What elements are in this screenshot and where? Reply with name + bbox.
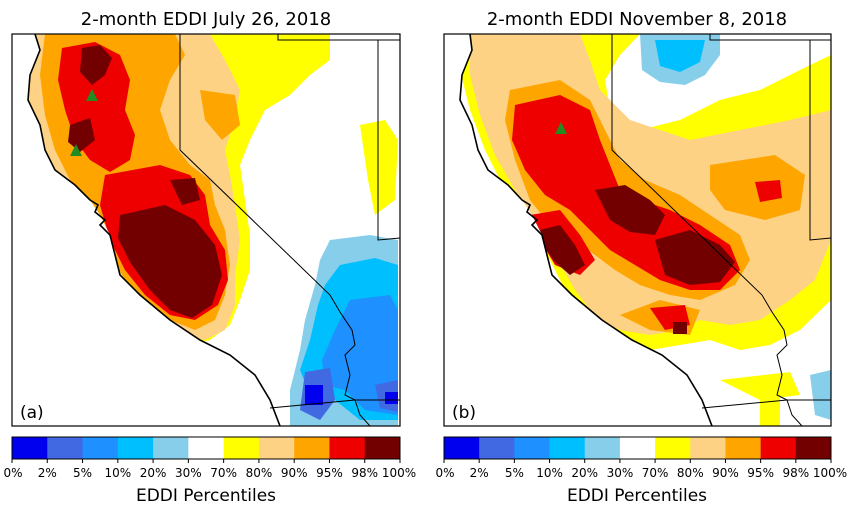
- colorbar-a-frame: [11, 436, 401, 460]
- panel-b-boundaries: [611, 34, 831, 426]
- map-panel-a: 2-month EDDI July 26, 2018: [11, 9, 401, 427]
- colorbar-a-tick-label: 10%: [104, 466, 131, 480]
- panel-a-boundaries: [179, 34, 400, 426]
- colorbar-a-swatch: [117, 437, 154, 459]
- panel-b-dark-red-region: [540, 185, 735, 334]
- colorbar-a-tick-label: 100%: [382, 466, 416, 480]
- colorbar-b: 0% 2% 5% 10% 20% 30% 70% 80% 90% 95% 98% 100%: [435, 436, 847, 480]
- panel-b-ocean: [444, 34, 712, 426]
- colorbar-a-tick-label: 95%: [316, 466, 343, 480]
- panel-a-blue-region: [305, 385, 398, 405]
- colorbar-a-tick-label: 30%: [175, 466, 202, 480]
- colorbar-b-tick-label: 2%: [470, 466, 489, 480]
- panel-a-label: (a): [20, 403, 44, 423]
- colorbar-b-swatch: [690, 437, 726, 459]
- colorbar-a-swatch: [82, 437, 119, 459]
- colorbar-b-swatch: [655, 437, 691, 459]
- colorbar-a-tick-label: 0%: [3, 466, 22, 480]
- colorbar-b-swatch: [444, 437, 480, 459]
- fire-marker-icon: [70, 144, 82, 156]
- colorbar-a-tick-label: 70%: [210, 466, 237, 480]
- colorbar-b-swatch: [479, 437, 515, 459]
- colorbar-b-swatch: [725, 437, 762, 459]
- colorbar-a-swatch: [153, 437, 189, 459]
- colorbar-b-tick-label: 5%: [505, 466, 524, 480]
- panel-a-dark-red-region: [68, 45, 222, 318]
- fire-marker-icon: [555, 122, 567, 134]
- colorbar-b-tick-label: 95%: [747, 466, 774, 480]
- colorbar-a-tick-label: 80%: [246, 466, 273, 480]
- panel-b-label: (b): [452, 403, 476, 423]
- colorbar-a-title: EDDI Percentiles: [136, 486, 276, 506]
- panel-b-markers: [555, 122, 567, 134]
- colorbar-b-swatch: [795, 437, 832, 459]
- colorbar-b-tick-label: 90%: [712, 466, 739, 480]
- colorbar-a-tick-label: 98%: [351, 466, 378, 480]
- panel-b-title: 2-month EDDI November 8, 2018: [487, 9, 787, 30]
- colorbar-a-swatch: [364, 437, 401, 459]
- colorbar-b-tick-label: 0%: [435, 466, 454, 480]
- colorbar-b-tick-label: 20%: [571, 466, 598, 480]
- colorbar-b-swatch: [514, 437, 551, 459]
- colorbar-b-tick-label: 10%: [536, 466, 563, 480]
- panel-a-title: 2-month EDDI July 26, 2018: [81, 9, 331, 30]
- colorbar-b-swatch: [760, 437, 797, 459]
- colorbar-a-tick-label: 2%: [38, 466, 57, 480]
- colorbar-a: 0% 2% 5% 10% 20% 30% 70% 80% 90% 95% 98% 100%: [3, 436, 416, 480]
- colorbar-b-tick-label: 80%: [677, 466, 704, 480]
- colorbar-b-tick-label: 70%: [642, 466, 669, 480]
- colorbar-a-swatch: [12, 437, 48, 459]
- colorbar-a-swatch: [188, 437, 225, 459]
- colorbar-a-tick-label: 90%: [281, 466, 308, 480]
- colorbar-b-title: EDDI Percentiles: [567, 486, 707, 506]
- colorbar-a-swatch: [258, 437, 295, 459]
- map-panel-b: 2-month EDDI November 8, 2018: [443, 9, 832, 427]
- colorbar-b-swatch: [549, 437, 586, 459]
- panel-a-markers: [70, 89, 98, 156]
- fire-marker-icon: [86, 89, 98, 101]
- colorbar-b-swatch: [584, 437, 621, 459]
- panel-a-ocean: [12, 34, 280, 426]
- colorbar-b-frame: [443, 436, 832, 460]
- panel-a-coastline: [27, 34, 281, 426]
- panel-b-deep-sky-region: [655, 40, 705, 72]
- colorbar-a-tick-label: 20%: [140, 466, 167, 480]
- colorbar-a-swatch: [47, 437, 84, 459]
- panel-b-coastline: [459, 34, 713, 426]
- colorbar-a-tick-label: 5%: [73, 466, 92, 480]
- colorbar-b-swatch: [619, 437, 656, 459]
- colorbar-b-tick-label: 100%: [813, 466, 847, 480]
- colorbar-b-tick-label: 98%: [782, 466, 809, 480]
- colorbar-a-swatch: [294, 437, 330, 459]
- colorbar-a-swatch: [223, 437, 260, 459]
- colorbar-a-swatch: [329, 437, 366, 459]
- colorbar-b-tick-label: 30%: [607, 466, 634, 480]
